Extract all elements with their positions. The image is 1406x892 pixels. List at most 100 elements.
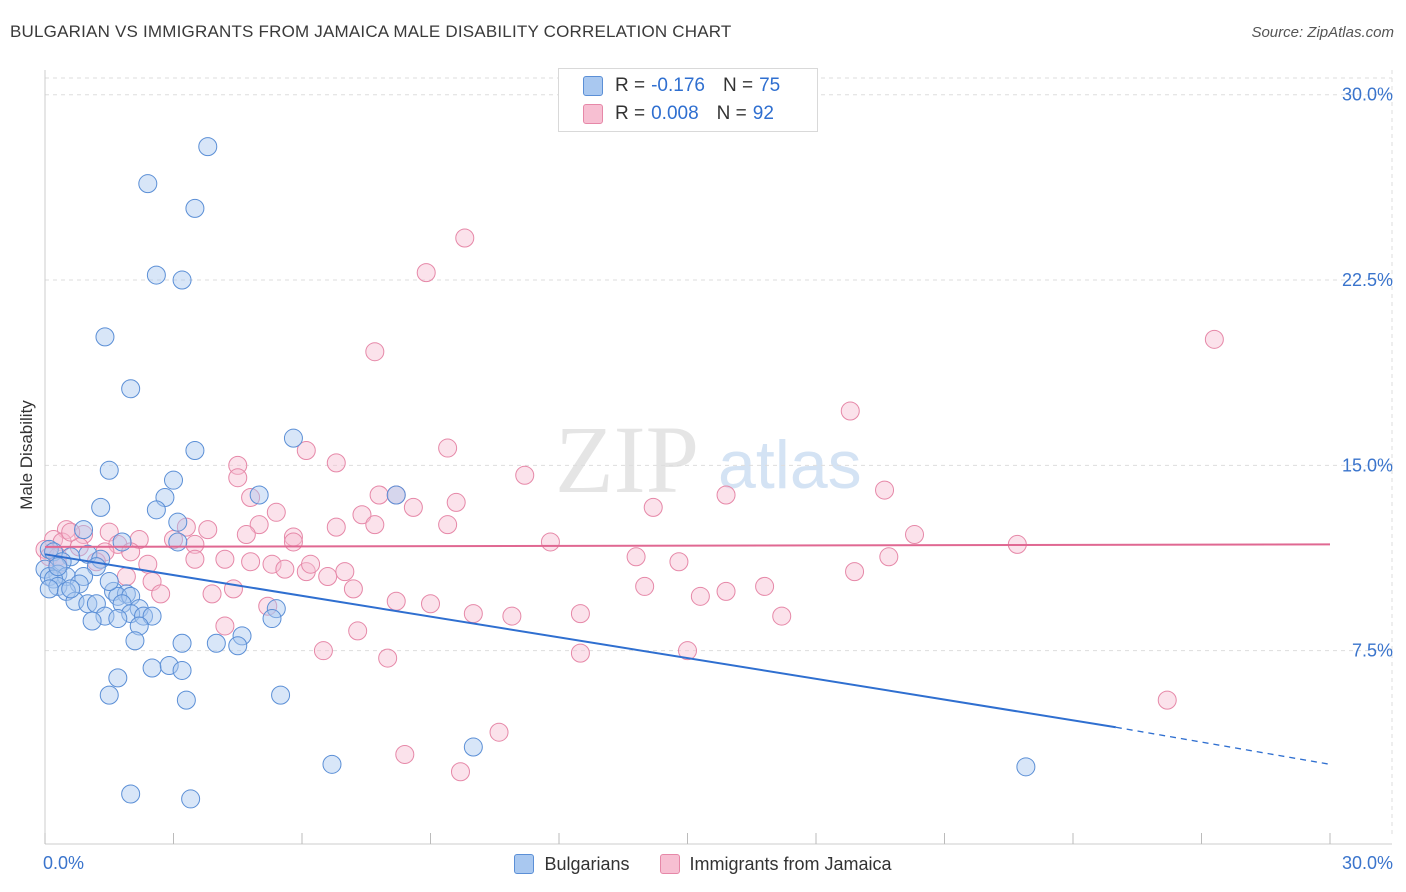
jamaica-point [369, 485, 389, 505]
jamaica-point [395, 744, 415, 764]
jamaica-point [772, 606, 792, 626]
bulgarian-point [168, 512, 188, 532]
jamaica-point [403, 497, 423, 517]
bulgarian-point [172, 270, 192, 290]
bulgarian-point [463, 737, 483, 757]
bulgarian-point [129, 616, 149, 636]
jamaica-point [879, 547, 899, 567]
jamaica-point [348, 621, 368, 641]
bulgarian-point [48, 557, 68, 577]
legend-n-label: N = [716, 103, 747, 124]
watermark-zip: ZIP [555, 406, 699, 513]
bulgarian-point [121, 784, 141, 804]
jamaica-point [755, 576, 775, 596]
legend-n-value: 75 [759, 75, 781, 96]
jamaica-point [365, 342, 385, 362]
bulgarian-point [82, 611, 102, 631]
jamaica-point [198, 520, 218, 540]
bulgarian-point [39, 579, 59, 599]
bulgarian-point [108, 609, 128, 629]
y-tick-label: 15.0% [1342, 455, 1393, 475]
bulgarian-point [185, 198, 205, 218]
source-label: Source: ZipAtlas.com [1251, 24, 1394, 41]
bulgarian-point [206, 633, 226, 653]
jamaica-point [875, 480, 895, 500]
series-legend: Bulgarians Immigrants from Jamaica [0, 852, 1406, 876]
bulgarian-point [172, 660, 192, 680]
jamaica-point [421, 594, 440, 614]
jamaica-point [215, 616, 235, 636]
bulgarian-point [176, 690, 196, 710]
jamaica-point [228, 468, 248, 488]
legend-r-value: -0.176 [651, 75, 705, 96]
jamaica-point [283, 532, 303, 552]
bulgarian-point [99, 685, 119, 705]
bulgarian-point [112, 532, 132, 552]
jamaica-point [326, 517, 346, 537]
series-name: Bulgarians [544, 853, 630, 874]
legend-r-label: R = [615, 103, 646, 124]
legend-r-label: R = [615, 75, 646, 96]
jamaica-point [365, 515, 385, 535]
legend: R = -0.176 N = 75 R = 0.008 N = 92 [558, 68, 818, 132]
jamaica-point [386, 591, 406, 611]
bulgarian-point [142, 606, 162, 626]
series-legend-jamaica[interactable]: Immigrants from Jamaica [659, 853, 892, 875]
x-tick-label: 30.0% [1342, 853, 1393, 873]
jamaica-point [151, 584, 171, 604]
jamaica-point [1157, 690, 1177, 710]
bulgarian-point [386, 485, 406, 505]
bulgarian-point [142, 658, 162, 678]
jamaica-point [236, 525, 256, 545]
bulgarian-point [271, 685, 291, 705]
jamaica-point [716, 581, 736, 601]
jamaica-point [635, 576, 655, 596]
jamaica-point [313, 641, 333, 661]
jamaica-point [326, 453, 346, 473]
series-swatch-pink [659, 854, 680, 874]
bulgarian-point [74, 520, 94, 540]
legend-n-value: 92 [752, 103, 774, 124]
jamaica-point [1204, 329, 1224, 349]
legend-swatch-pink [583, 104, 603, 124]
jamaica-point [570, 643, 590, 663]
jamaica-point [318, 567, 338, 587]
jamaica-point [249, 515, 269, 535]
jamaica-point [343, 579, 363, 599]
jamaica-point [502, 606, 522, 626]
bulgarian-point [99, 571, 119, 591]
jamaica-point [716, 485, 736, 505]
bulgarian-point [164, 470, 183, 490]
bulgarian-point [99, 460, 119, 480]
legend-r-value: 0.008 [651, 103, 699, 124]
jamaica-point [185, 549, 205, 569]
jamaica-point [262, 554, 282, 574]
jamaica-point [669, 552, 689, 572]
jamaica-point [643, 497, 663, 517]
legend-row-bulgarians: R = -0.176 N = 75 [583, 73, 780, 99]
jamaica-point [335, 562, 355, 582]
y-tick-label: 30.0% [1342, 85, 1393, 105]
bulgarian-point [159, 656, 179, 676]
bulgarian-trend-extension [1115, 726, 1331, 765]
bulgarian-point [266, 599, 286, 619]
series-legend-bulgarians[interactable]: Bulgarians [514, 853, 630, 875]
series-name: Immigrants from Jamaica [689, 853, 892, 874]
jamaica-point [840, 401, 860, 421]
bulgarian-point [228, 636, 248, 656]
bulgarian-point [172, 633, 192, 653]
bulgarian-point [146, 500, 166, 520]
jamaica-point [905, 525, 925, 545]
y-tick-label: 7.5% [1352, 641, 1393, 661]
jamaica-point [690, 586, 710, 606]
jamaica-point [352, 505, 372, 525]
bulgarian-point [262, 609, 282, 629]
jamaica-point [570, 604, 590, 624]
jamaica-point [515, 465, 535, 485]
bulgarian-point [61, 579, 81, 599]
series-swatch-blue [514, 854, 535, 874]
bulgarian-point [198, 137, 218, 157]
jamaica-point [241, 552, 261, 572]
x-tick-label: 0.0% [43, 853, 84, 873]
